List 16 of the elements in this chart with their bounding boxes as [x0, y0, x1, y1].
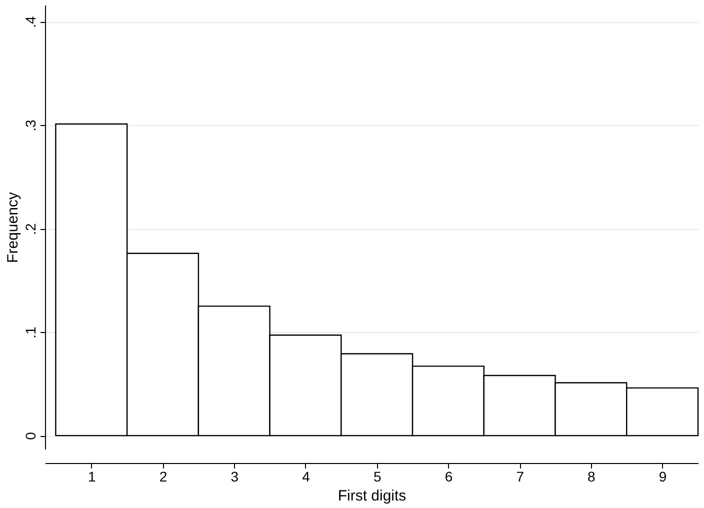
x-tick-label: 1: [88, 468, 96, 484]
x-tick-label: 7: [516, 468, 524, 484]
y-tick-label: .2: [22, 223, 38, 235]
y-tick-label: .3: [22, 120, 38, 132]
x-tick-label: 4: [302, 468, 310, 484]
x-axis-title: First digits: [338, 488, 406, 504]
x-tick-label: 6: [444, 468, 453, 484]
y-tick-label: 0: [22, 432, 38, 440]
y-tick-label: .1: [22, 326, 38, 338]
x-tick-label: 8: [588, 468, 596, 484]
x-tick-label: 3: [230, 468, 239, 484]
x-tick-label: 5: [373, 468, 382, 484]
y-tick-label: .4: [22, 16, 38, 28]
x-tick-label: 9: [658, 468, 667, 484]
x-tick-label: 2: [159, 468, 168, 484]
y-axis-title: Frequency: [4, 192, 22, 263]
